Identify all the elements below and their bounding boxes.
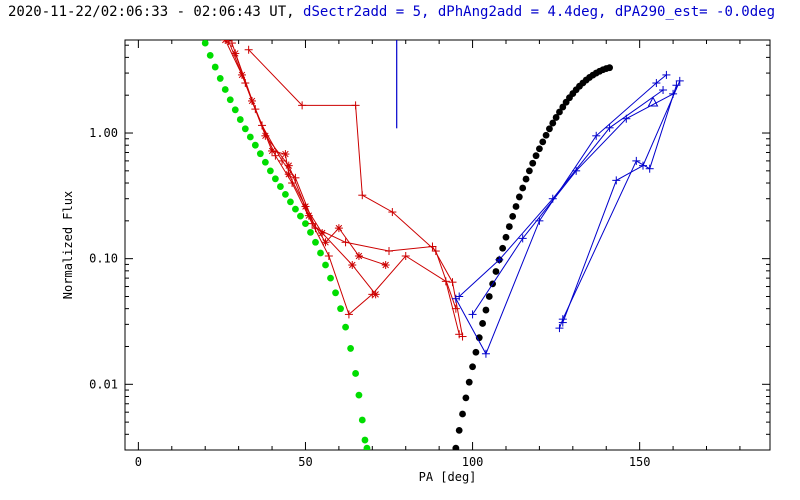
plot-title-datetime: 2020-11-22/02:06:33 - 02:06:43 UT, xyxy=(8,4,304,20)
blue-track-1 xyxy=(451,70,671,358)
black-model-curve xyxy=(452,64,613,450)
blue-triangle-point xyxy=(647,96,659,107)
blue-track-4 xyxy=(555,81,681,333)
svg-text:100: 100 xyxy=(462,455,484,469)
x-axis-label: PA [deg] xyxy=(419,470,477,484)
y-axis-label: Normalized Flux xyxy=(61,191,75,299)
blue-track-3 xyxy=(468,89,678,319)
blue-track-5 xyxy=(558,76,684,327)
plot-title: 2020-11-22/02:06:33 - 02:06:43 UT, dSect… xyxy=(8,4,775,20)
red-track-3 xyxy=(244,45,460,313)
svg-text:1.00: 1.00 xyxy=(89,126,118,140)
svg-text:0.01: 0.01 xyxy=(89,377,118,391)
svg-text:150: 150 xyxy=(629,455,651,469)
blue-track-2 xyxy=(455,85,668,301)
svg-text:0.10: 0.10 xyxy=(89,252,118,266)
green-model-curve xyxy=(201,40,371,450)
red-track-1 xyxy=(224,40,467,341)
plot-title-parameters: dSectr2add = 5, dPhAng2add = 4.4deg, dPA… xyxy=(303,4,776,20)
svg-text:50: 50 xyxy=(298,455,312,469)
red-track-5 xyxy=(221,40,390,270)
svg-text:0: 0 xyxy=(135,455,142,469)
red-track-4 xyxy=(227,40,464,339)
red-track-2 xyxy=(231,49,380,299)
